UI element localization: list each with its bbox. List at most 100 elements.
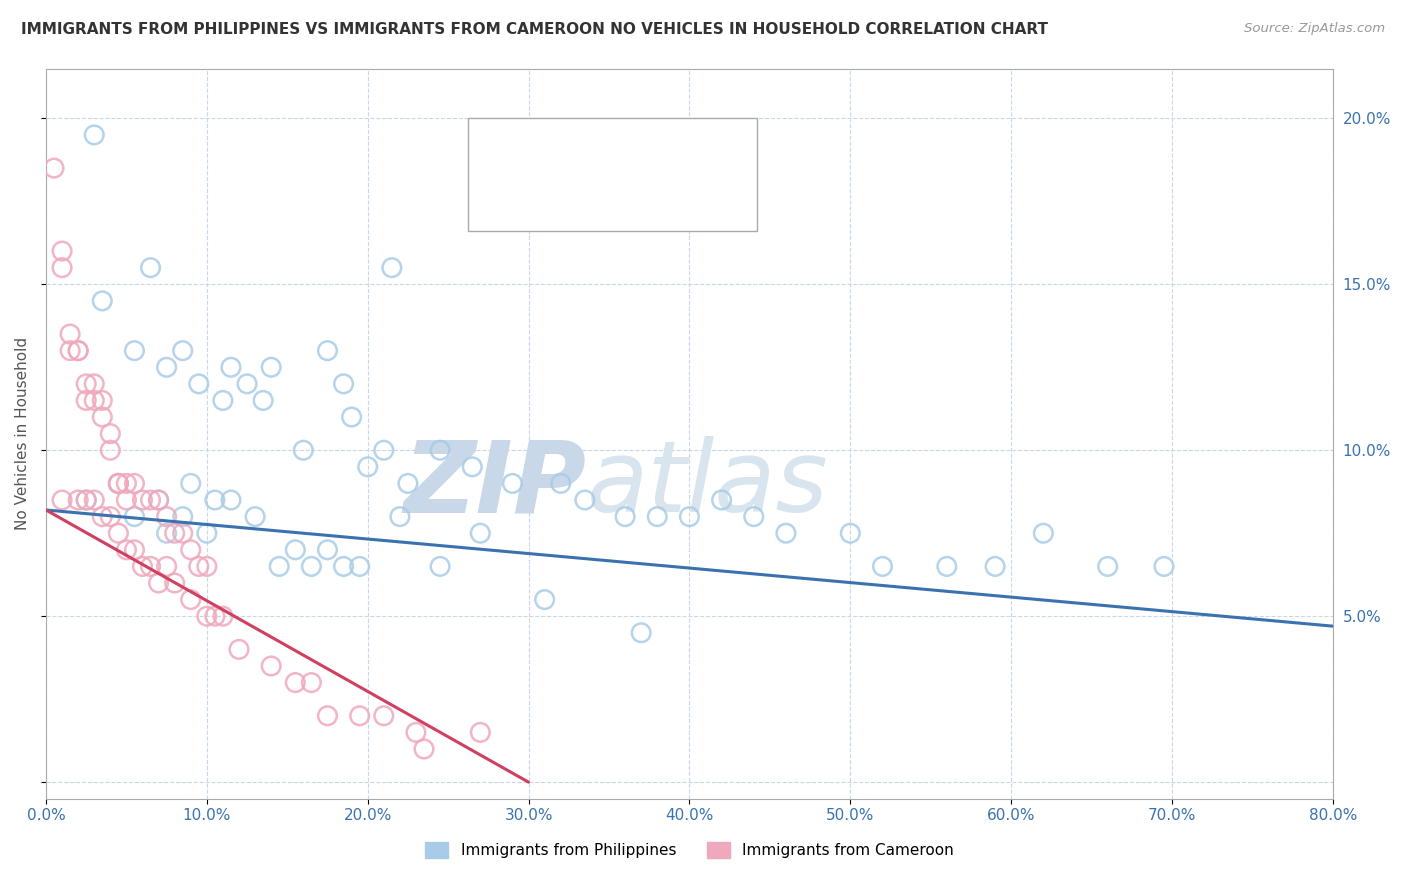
Point (139, 559, 162, 574)
Point (405, 725, 427, 739)
Point (115, 493, 138, 508)
Point (292, 443, 315, 458)
Text: atlas: atlas (586, 436, 828, 533)
Point (461, 459, 484, 474)
Point (115, 476, 138, 491)
Point (195, 526, 218, 541)
Point (107, 526, 129, 541)
Point (710, 493, 733, 508)
Point (284, 675, 307, 690)
Point (299, 675, 322, 690)
Point (550, 476, 572, 491)
Point (243, 509, 266, 524)
Point (984, 559, 1007, 574)
Point (429, 559, 451, 574)
Point (501, 476, 523, 491)
Point (51, 244, 73, 258)
Point (332, 559, 354, 574)
Point (83, 493, 105, 508)
Point (124, 509, 146, 524)
Point (83, 393, 105, 408)
Point (172, 509, 194, 524)
Point (574, 493, 596, 508)
Point (678, 509, 700, 524)
Point (83, 376, 105, 391)
Text: R = -0.289   N = 57: R = -0.289 N = 57 (512, 200, 673, 215)
Point (180, 592, 202, 607)
Point (630, 625, 652, 640)
Text: IMMIGRANTS FROM PHILIPPINES VS IMMIGRANTS FROM CAMEROON NO VEHICLES IN HOUSEHOLD: IMMIGRANTS FROM PHILIPPINES VS IMMIGRANT… (21, 22, 1047, 37)
Text: Source: ZipAtlas.com: Source: ZipAtlas.com (1244, 22, 1385, 36)
Point (180, 542, 202, 557)
Point (139, 260, 162, 275)
Legend: Immigrants from Philippines, Immigrants from Cameroon: Immigrants from Philippines, Immigrants … (419, 836, 959, 864)
Point (299, 559, 322, 574)
Point (396, 476, 419, 491)
Point (59, 327, 82, 342)
Point (388, 509, 411, 524)
Point (180, 476, 202, 491)
Point (269, 559, 291, 574)
Point (163, 576, 186, 591)
Point (107, 476, 129, 491)
Point (124, 343, 146, 358)
Point (316, 343, 339, 358)
Point (742, 509, 765, 524)
Point (51, 493, 73, 508)
Point (139, 493, 162, 508)
Point (51, 260, 73, 275)
Point (124, 476, 146, 491)
Point (107, 476, 129, 491)
Point (163, 526, 186, 541)
Text: ZIP: ZIP (404, 436, 586, 533)
Point (533, 592, 555, 607)
Point (75, 376, 97, 391)
Point (839, 526, 862, 541)
Point (340, 410, 363, 425)
Point (115, 542, 138, 557)
Point (775, 526, 797, 541)
Point (470, 526, 492, 541)
Point (204, 609, 226, 624)
Point (1097, 559, 1119, 574)
Point (148, 576, 170, 591)
Point (148, 493, 170, 508)
Point (195, 609, 218, 624)
Point (381, 260, 404, 275)
Point (59, 343, 82, 358)
Point (212, 393, 235, 408)
Point (195, 559, 218, 574)
Point (228, 642, 250, 657)
Point (67, 343, 90, 358)
Y-axis label: No Vehicles in Household: No Vehicles in Household (15, 337, 30, 530)
Point (357, 459, 380, 474)
Point (236, 376, 259, 391)
Point (872, 559, 894, 574)
Point (614, 509, 637, 524)
Point (131, 493, 153, 508)
Point (316, 708, 339, 723)
Point (42, 161, 65, 175)
Point (75, 493, 97, 508)
Point (156, 559, 179, 574)
Point (260, 360, 283, 375)
Point (124, 542, 146, 557)
Point (1153, 559, 1175, 574)
Point (172, 526, 194, 541)
Point (252, 393, 274, 408)
Point (219, 493, 242, 508)
Point (187, 376, 209, 391)
Point (148, 493, 170, 508)
Point (260, 659, 283, 673)
Point (349, 708, 371, 723)
Point (75, 393, 97, 408)
Point (67, 343, 90, 358)
Point (91, 393, 114, 408)
Point (413, 742, 436, 756)
Point (91, 509, 114, 524)
Point (935, 559, 957, 574)
Point (349, 559, 371, 574)
Point (645, 509, 668, 524)
Point (156, 526, 179, 541)
Point (98, 509, 121, 524)
